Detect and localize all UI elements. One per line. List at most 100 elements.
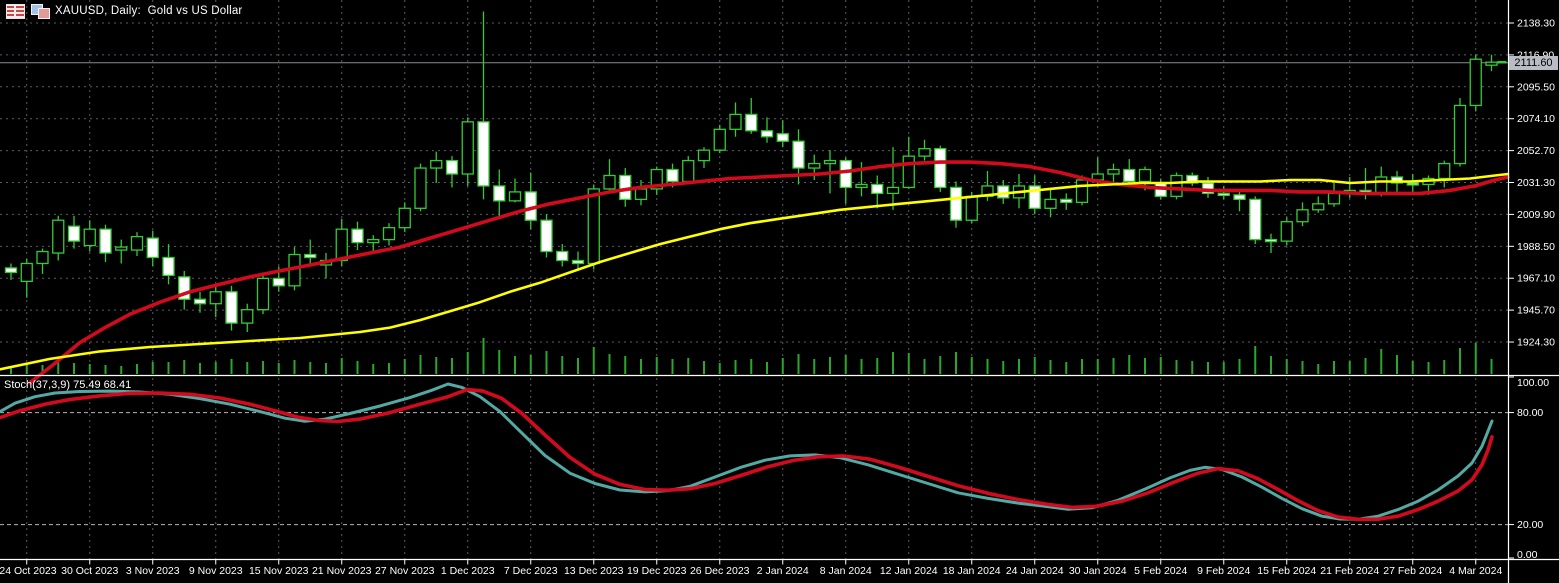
price-axis-label: 2074.10 (1517, 113, 1555, 125)
bear-candle-body (67, 225, 81, 242)
candle (508, 178, 522, 203)
candle (839, 157, 852, 204)
date-axis-label: 9 Nov 2023 (189, 565, 243, 577)
tile-windows-icon[interactable] (31, 4, 50, 19)
chart-header: XAUUSD, Daily: Gold vs US Dollar (6, 3, 242, 19)
ma-red-group (28, 160, 1510, 385)
window-pane-red (38, 8, 50, 19)
bear-candle-body (193, 298, 207, 305)
bear-candle-body (839, 159, 852, 189)
bear-candle-body (1123, 168, 1136, 183)
candle (130, 232, 144, 257)
bull-candle-body (823, 159, 837, 165)
bull-candle-body (1438, 162, 1451, 180)
candle (1280, 217, 1293, 246)
bull-candle-body (130, 235, 144, 251)
candle (745, 97, 758, 134)
date-axis-label: 12 Jan 2024 (880, 565, 938, 577)
bear-candle-body (445, 159, 459, 175)
candle (1264, 233, 1278, 254)
bull-candle-body (115, 246, 128, 251)
candle (319, 253, 333, 279)
candle (934, 145, 947, 192)
bull-candle-body (1280, 221, 1293, 242)
candle (1438, 160, 1451, 188)
bear-candle-body (272, 277, 285, 287)
bull-candle-body (1375, 176, 1388, 195)
candle (776, 120, 789, 148)
bear-candle-body (540, 219, 553, 253)
date-axis-label: 18 Jan 2024 (943, 565, 1001, 577)
bull-candle-body (36, 250, 49, 265)
bear-candle-body (1249, 198, 1262, 241)
candle (83, 220, 96, 252)
candle (178, 270, 191, 310)
bull-candle-body (382, 227, 396, 241)
candle (36, 248, 49, 274)
candle (445, 156, 459, 188)
candle (4, 263, 18, 280)
bull-candle-body (902, 155, 915, 189)
bull-candle-body (52, 219, 65, 254)
bull-candle-body (1453, 104, 1467, 165)
bear-candle-body (351, 228, 364, 244)
candle (1075, 175, 1089, 206)
candle (1028, 175, 1041, 215)
bull-candle-body (918, 148, 931, 157)
ma-yellow-group (0, 172, 1510, 371)
candle (367, 235, 380, 252)
bull-candle-body (965, 195, 978, 221)
bear-candle-body (1390, 176, 1404, 184)
candle (918, 139, 931, 161)
price-axis[interactable]: 2138.302116.902095.502074.102052.702031.… (1508, 0, 1559, 561)
date-axis-label: 4 Mar 2024 (1449, 565, 1502, 577)
data-table-icon[interactable] (6, 3, 25, 19)
candle (146, 230, 159, 267)
bull-candle-body (83, 228, 96, 247)
bear-candle-body (178, 276, 191, 300)
candle (52, 215, 65, 261)
date-axis-label: 27 Nov 2023 (375, 565, 435, 577)
date-axis-label: 8 Jan 2024 (820, 565, 872, 577)
stoch-main-line (0, 382, 1494, 521)
bear-candle-body (225, 291, 238, 324)
candle (1044, 188, 1057, 218)
candle (524, 172, 537, 230)
date-axis-label: 26 Dec 2023 (690, 565, 750, 577)
bear-candle-body (493, 185, 506, 202)
candle (115, 239, 128, 264)
candle (430, 151, 443, 183)
price-axis-label: 2052.70 (1517, 145, 1555, 157)
candle (1485, 54, 1498, 72)
bull-candle-body (1485, 61, 1498, 66)
price-axis-label: 1988.50 (1517, 241, 1555, 253)
price-axis-label: 1967.10 (1517, 273, 1555, 285)
stoch-axis-label: 20.00 (1517, 519, 1543, 531)
stoch-signal-line (0, 387, 1494, 522)
bear-candle-body (146, 237, 159, 259)
candle (209, 284, 222, 318)
candle (650, 166, 663, 195)
bull-candle-body (713, 128, 726, 151)
time-axis[interactable]: 24 Oct 2023 30 Oct 2023 3 Nov 2023 9 Nov 20… (0, 560, 1508, 583)
bear-candle-body (1264, 238, 1278, 243)
bull-candle-body (1138, 168, 1152, 183)
price-axis-label: 2095.50 (1517, 81, 1555, 93)
candle (634, 179, 648, 206)
candles (4, 11, 1507, 333)
bear-candle-body (99, 228, 112, 254)
bear-candle-body (949, 186, 963, 221)
date-axis-label: 5 Feb 2024 (1134, 565, 1187, 577)
bear-candle-body (1406, 182, 1419, 186)
bull-candle-body (335, 228, 348, 262)
bull-candle-body (209, 291, 222, 305)
bear-candle-body (776, 133, 789, 142)
bull-candle-body (650, 168, 663, 190)
bull-candle-body (808, 162, 821, 169)
bull-candle-body (634, 188, 648, 201)
date-axis-label: 19 Dec 2023 (627, 565, 687, 577)
candle (949, 181, 963, 228)
candle (1327, 182, 1341, 207)
